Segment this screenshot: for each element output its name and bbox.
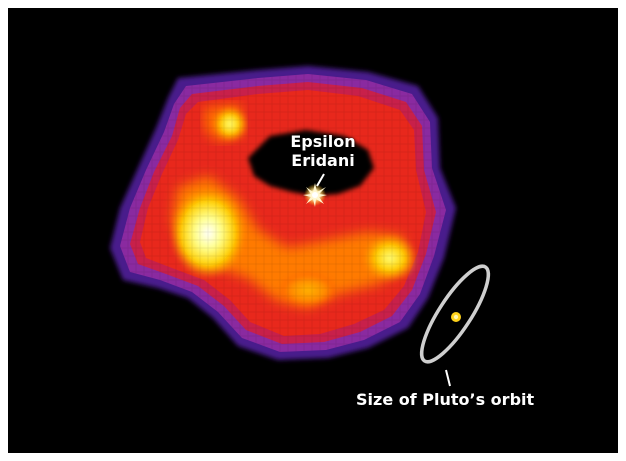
star-pointer-line bbox=[316, 173, 325, 187]
star-label-line-1: Epsilon bbox=[290, 132, 356, 151]
infrared-image-frame: Epsilon Eridani Size of Pluto’s orbit bbox=[8, 8, 618, 453]
dust-ring-image bbox=[110, 66, 491, 387]
pluto-orbit-ellipse bbox=[419, 264, 491, 364]
star-label: Epsilon Eridani bbox=[280, 132, 366, 170]
orbit-pointer-line bbox=[445, 369, 451, 387]
star-label-line-2: Eridani bbox=[291, 151, 355, 170]
orbit-label: Size of Pluto’s orbit bbox=[356, 390, 535, 409]
star-icon bbox=[303, 183, 327, 207]
